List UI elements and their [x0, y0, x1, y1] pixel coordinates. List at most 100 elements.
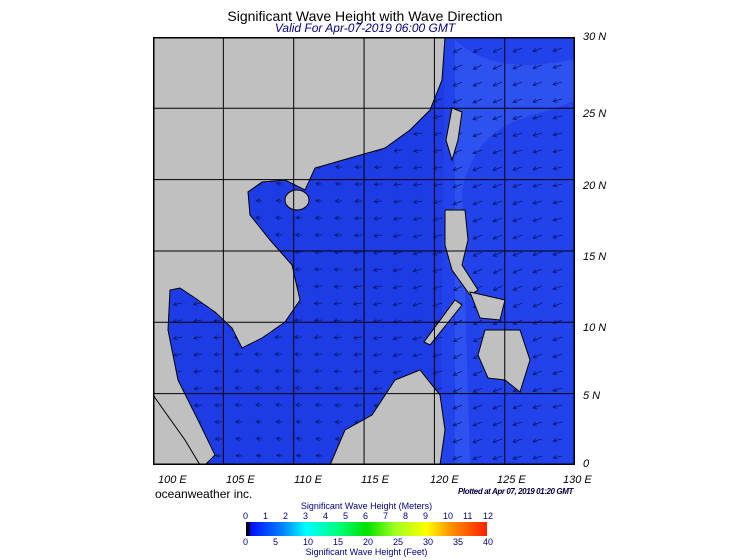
wave-arrow	[353, 233, 363, 238]
wave-arrow	[512, 115, 523, 121]
wave-arrow	[392, 216, 403, 222]
wave-arrow	[532, 183, 543, 188]
wave-arrow	[532, 404, 543, 410]
wave-arrow	[235, 436, 243, 442]
wave-arrow	[472, 64, 483, 70]
wave-arrow	[412, 148, 423, 153]
feet-tick: 5	[273, 537, 279, 547]
wave-arrow	[452, 370, 463, 376]
wave-arrow	[532, 200, 543, 205]
wave-arrow	[472, 200, 483, 206]
wave-arrow	[552, 336, 563, 342]
wave-arrow	[452, 404, 463, 410]
wave-arrow	[213, 385, 223, 391]
wave-arrow	[452, 336, 463, 342]
wave-arrow	[552, 47, 563, 53]
wave-arrow	[172, 301, 183, 307]
wave-arrow	[214, 453, 223, 459]
wave-arrow	[532, 353, 543, 359]
wave-arrow	[334, 181, 343, 187]
brand-label: oceanweather inc.	[155, 487, 253, 501]
wave-arrow	[472, 404, 483, 410]
wave-arrow	[512, 421, 523, 427]
colorbar-meters-title: Significant Wave Height (Meters)	[300, 501, 433, 511]
valid-time: Valid For Apr-07-2019 06:00 GMT	[274, 21, 456, 35]
wave-arrow	[472, 438, 483, 444]
lon-label: 125 E	[497, 474, 526, 486]
wave-arrow	[512, 438, 523, 444]
wave-arrow	[315, 453, 323, 459]
wave-arrow	[552, 421, 563, 426]
wave-arrow	[213, 352, 223, 357]
wave-arrow	[472, 370, 483, 376]
wave-arrow	[472, 234, 483, 240]
wave-arrow	[512, 132, 523, 138]
wave-arrow	[233, 351, 243, 357]
lat-label: 20 N	[583, 180, 607, 192]
wave-arrow	[512, 64, 523, 70]
meters-tick: 10	[443, 511, 454, 521]
wave-arrow	[552, 81, 563, 86]
wave-arrow	[452, 353, 463, 359]
wave-arrow	[552, 98, 563, 103]
wave-arrow	[353, 267, 363, 272]
wave-arrow	[512, 285, 523, 291]
wave-arrow	[512, 98, 523, 104]
meters-tick: 2	[283, 511, 289, 521]
feet-tick: 35	[453, 537, 464, 547]
wave-arrow	[193, 352, 203, 357]
wave-arrow	[314, 232, 323, 238]
meters-tick: 7	[383, 511, 389, 521]
wave-arrow	[295, 436, 303, 442]
wave-arrow	[492, 149, 503, 155]
feet-tick: 20	[363, 537, 374, 547]
wave-arrow	[412, 353, 423, 358]
wave-arrow	[294, 402, 303, 408]
colorbar-feet-title: Significant Wave Height (Feet)	[305, 547, 428, 557]
wave-arrow	[532, 64, 543, 70]
wave-arrow	[432, 148, 443, 154]
wave-arrow	[472, 98, 483, 104]
wave-arrow	[274, 385, 283, 391]
wave-arrow	[274, 232, 283, 238]
map-title: Significant Wave Height with Wave Direct…	[227, 8, 503, 24]
wave-arrow	[334, 164, 343, 170]
feet-tick: 15	[333, 537, 344, 547]
wave-arrow	[314, 402, 323, 408]
wave-arrow	[472, 217, 483, 223]
wave-arrow	[532, 438, 543, 443]
wave-arrow	[275, 453, 283, 459]
wave-arrow	[532, 421, 543, 426]
lat-label: 30 N	[583, 31, 607, 43]
wave-arrow	[492, 438, 503, 444]
meters-tick: 1	[263, 511, 269, 521]
wave-arrow	[552, 217, 563, 222]
wave-arrow	[354, 164, 363, 170]
wave-arrow	[532, 166, 543, 171]
wave-arrow	[552, 370, 563, 376]
wave-arrow	[294, 351, 303, 357]
lat-label: 0	[583, 458, 590, 470]
wave-arrow	[352, 284, 363, 289]
wave-arrow	[193, 403, 203, 408]
wave-arrow	[412, 182, 423, 188]
wave-arrow	[532, 268, 543, 274]
wave-arrow	[295, 453, 303, 459]
wave-arrow	[295, 215, 303, 221]
lon-label: 110 E	[294, 474, 322, 486]
wave-arrow	[353, 403, 363, 408]
colorbar	[246, 522, 487, 536]
wave-arrow	[293, 334, 303, 340]
lat-label: 25 N	[583, 108, 607, 120]
wave-arrow	[254, 351, 263, 357]
wave-arrow	[315, 181, 323, 187]
wave-arrow	[412, 199, 423, 205]
wave-arrow	[472, 149, 483, 155]
wave-arrow	[255, 436, 263, 442]
wave-arrow	[492, 251, 503, 257]
wave-arrow	[552, 183, 563, 188]
wave-arrow	[452, 166, 463, 172]
wave-arrow	[412, 336, 423, 341]
wave-arrow	[472, 336, 483, 342]
lon-label: 120 E	[430, 474, 459, 486]
